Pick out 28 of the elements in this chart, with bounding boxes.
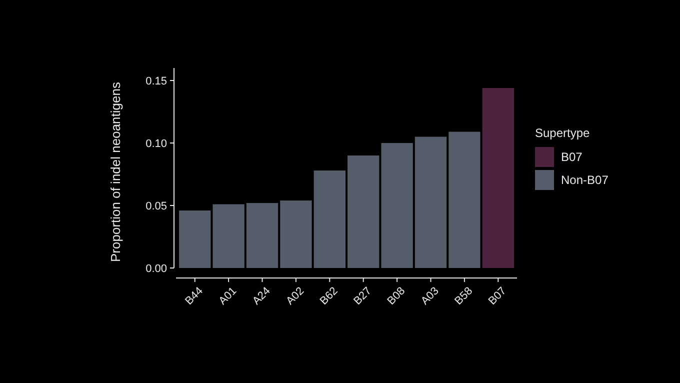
legend-label: Non-B07 — [561, 173, 609, 188]
y-tick-label: 0.15 — [146, 75, 167, 88]
x-tick-label: A03 — [418, 285, 442, 308]
legend-title: Supertype — [535, 126, 590, 140]
bar — [381, 143, 413, 268]
x-tick-label: A02 — [284, 285, 307, 308]
bar — [246, 203, 278, 268]
bar — [448, 132, 480, 268]
x-tick-label: B62 — [318, 285, 340, 308]
x-tick-label: B07 — [486, 285, 509, 308]
bar — [179, 210, 211, 268]
bar — [280, 200, 312, 268]
legend-label: B07 — [561, 150, 583, 164]
y-axis-title: Proportion of indel neoantigens — [108, 82, 123, 262]
bar — [314, 170, 346, 268]
bar — [212, 204, 244, 268]
y-tick-label: 0.10 — [146, 138, 167, 150]
x-tick-label: A01 — [216, 285, 240, 308]
y-tick-label: 0.00 — [146, 262, 167, 275]
y-tick-label: 0.05 — [146, 200, 167, 212]
x-tick-label: B58 — [452, 285, 476, 308]
x-tick-label: B08 — [385, 285, 408, 308]
x-tick-label: A24 — [250, 285, 273, 308]
x-tick-label: B27 — [352, 285, 374, 308]
bar — [414, 136, 447, 268]
x-tick-label: B44 — [183, 285, 206, 308]
bar — [482, 88, 514, 268]
bar — [348, 156, 380, 268]
